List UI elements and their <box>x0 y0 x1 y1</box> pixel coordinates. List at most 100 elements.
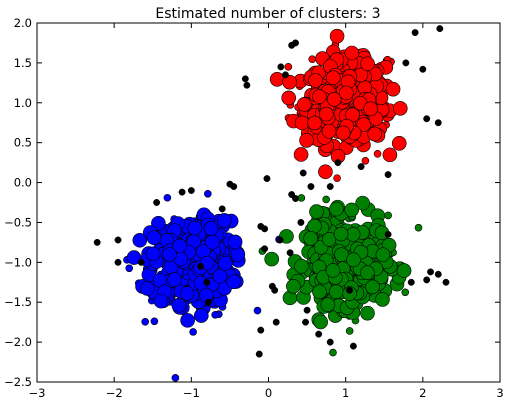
cluster-edge-point <box>345 327 354 335</box>
cluster-core-point <box>303 231 318 246</box>
noise-point <box>384 230 392 238</box>
cluster-core-point <box>329 28 345 44</box>
noise-point <box>226 180 234 188</box>
cluster-core-point <box>344 45 360 61</box>
noise-point <box>299 169 307 177</box>
cluster-core-point <box>355 195 370 211</box>
noise-point <box>153 199 161 206</box>
cluster-edge-point <box>361 156 370 165</box>
cluster-edge-point <box>414 223 423 232</box>
cluster-core-point <box>187 220 203 236</box>
cluster-core-point <box>367 126 383 142</box>
cluster-core-point <box>282 74 297 90</box>
cluster-core-point <box>382 147 398 163</box>
cluster-core-point <box>318 164 333 180</box>
y-tick-label: 0.0 <box>14 176 32 190</box>
noise-point <box>419 65 427 73</box>
noise-point <box>286 249 294 257</box>
cluster-core-point <box>212 268 228 284</box>
cluster-core-point <box>293 147 309 162</box>
cluster-core-point <box>385 81 401 97</box>
cluster-core-point <box>346 252 361 268</box>
cluster-core-point <box>363 101 378 117</box>
noise-point <box>297 218 305 226</box>
noise-point <box>357 163 365 171</box>
cluster-core-point <box>299 133 314 148</box>
cluster-edge-point <box>163 193 172 202</box>
cluster-edge-point <box>253 306 262 315</box>
noise-point <box>187 187 195 194</box>
noise-point <box>178 188 186 196</box>
cluster-core-point <box>180 313 195 328</box>
cluster-core-point <box>203 221 219 236</box>
cluster-core-point <box>320 297 336 312</box>
cluster-edge-point <box>284 63 293 71</box>
noise-point <box>423 276 431 284</box>
x-tick-label: −3 <box>29 386 46 400</box>
noise-point <box>261 245 269 253</box>
y-tick-label: −0.5 <box>4 215 32 229</box>
cluster-core-point <box>333 226 349 242</box>
cluster-core-point <box>339 85 354 101</box>
y-tick-label: 1.5 <box>14 56 32 70</box>
cluster-core-point <box>294 115 310 131</box>
noise-point <box>307 183 315 190</box>
noise-point <box>197 262 205 270</box>
cluster-edge-point <box>373 150 382 158</box>
noise-point <box>114 236 122 244</box>
noise-point <box>114 258 122 266</box>
cluster-core-point <box>307 115 322 131</box>
cluster-core-point <box>286 278 301 294</box>
cluster-core-point <box>360 56 375 72</box>
cluster-edge-point <box>125 264 134 273</box>
cluster-core-point <box>392 101 408 116</box>
noise-point <box>137 258 145 266</box>
x-tick-label: 1 <box>342 386 349 400</box>
cluster-edge-point <box>189 328 197 336</box>
cluster-core-point <box>344 202 359 218</box>
cluster-core-point <box>328 284 344 300</box>
noise-point <box>261 225 269 233</box>
cluster-core-point <box>313 314 328 330</box>
cluster-core-point <box>391 135 407 151</box>
cluster-core-point <box>396 263 412 278</box>
y-tick-label: −1.5 <box>4 295 32 309</box>
noise-point <box>93 238 101 246</box>
cluster-core-point <box>325 70 341 86</box>
cluster-edge-point <box>308 55 317 64</box>
noise-point <box>434 270 442 278</box>
cluster-edge-point <box>171 374 180 382</box>
x-tick-label: −2 <box>106 386 123 400</box>
x-tick-label: 2 <box>419 386 426 400</box>
noise-point <box>326 183 334 190</box>
noise-point <box>423 115 431 123</box>
cluster-edge-point <box>322 195 330 204</box>
cluster-core-point <box>179 286 195 301</box>
cluster-core-point <box>321 123 337 139</box>
noise-point <box>218 205 226 213</box>
data-points <box>93 25 450 382</box>
cluster-core-point <box>146 230 162 246</box>
cluster-core-point <box>226 274 241 289</box>
cluster-core-point <box>167 272 182 287</box>
cluster-core-point <box>132 232 148 248</box>
noise-point <box>204 298 212 306</box>
noise-point <box>257 326 265 334</box>
cluster-core-point <box>140 281 155 296</box>
cluster-core-point <box>230 247 246 262</box>
cluster-core-point <box>264 251 279 267</box>
cluster-core-point <box>365 279 380 295</box>
noise-point <box>277 63 285 71</box>
cluster-core-point <box>193 308 209 323</box>
cluster-core-point <box>360 265 375 281</box>
cluster-core-point <box>326 92 342 107</box>
y-axis: −2.5 −2.0 −1.5 −1.0 −0.5 0.0 0.5 1.0 1.5 2.0 <box>4 16 500 389</box>
noise-point <box>402 59 410 67</box>
noise-point <box>203 278 211 286</box>
noise-point <box>436 25 444 33</box>
x-tick-label: 3 <box>496 386 503 400</box>
cluster-core-point <box>309 204 324 219</box>
cluster-core-point <box>360 305 375 321</box>
